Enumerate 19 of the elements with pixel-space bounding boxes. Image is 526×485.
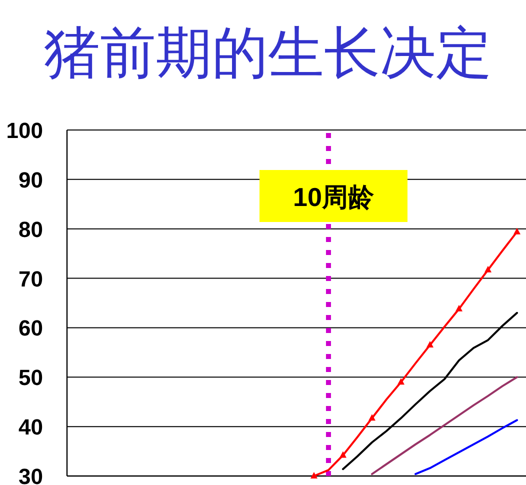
y-tick-label: 50 <box>18 365 43 390</box>
y-tick-label: 90 <box>18 167 43 192</box>
y-tick-label: 40 <box>18 414 43 440</box>
point <box>397 378 404 385</box>
point <box>456 304 462 312</box>
point <box>310 472 318 478</box>
point <box>484 266 492 272</box>
y-tick-label: 100 <box>6 118 43 143</box>
point <box>426 341 434 348</box>
annotation: 10周龄 <box>293 182 375 212</box>
point <box>514 228 521 234</box>
point <box>339 451 346 458</box>
y-tick-label: 60 <box>18 316 43 341</box>
point <box>368 414 376 421</box>
y-tick-label: 70 <box>18 266 43 292</box>
y-tick-label: 80 <box>18 216 43 242</box>
title: 猪前期的生长决定 <box>44 23 492 85</box>
y-tick-label: 30 <box>18 464 43 485</box>
annotation: 10周龄 <box>259 170 408 222</box>
